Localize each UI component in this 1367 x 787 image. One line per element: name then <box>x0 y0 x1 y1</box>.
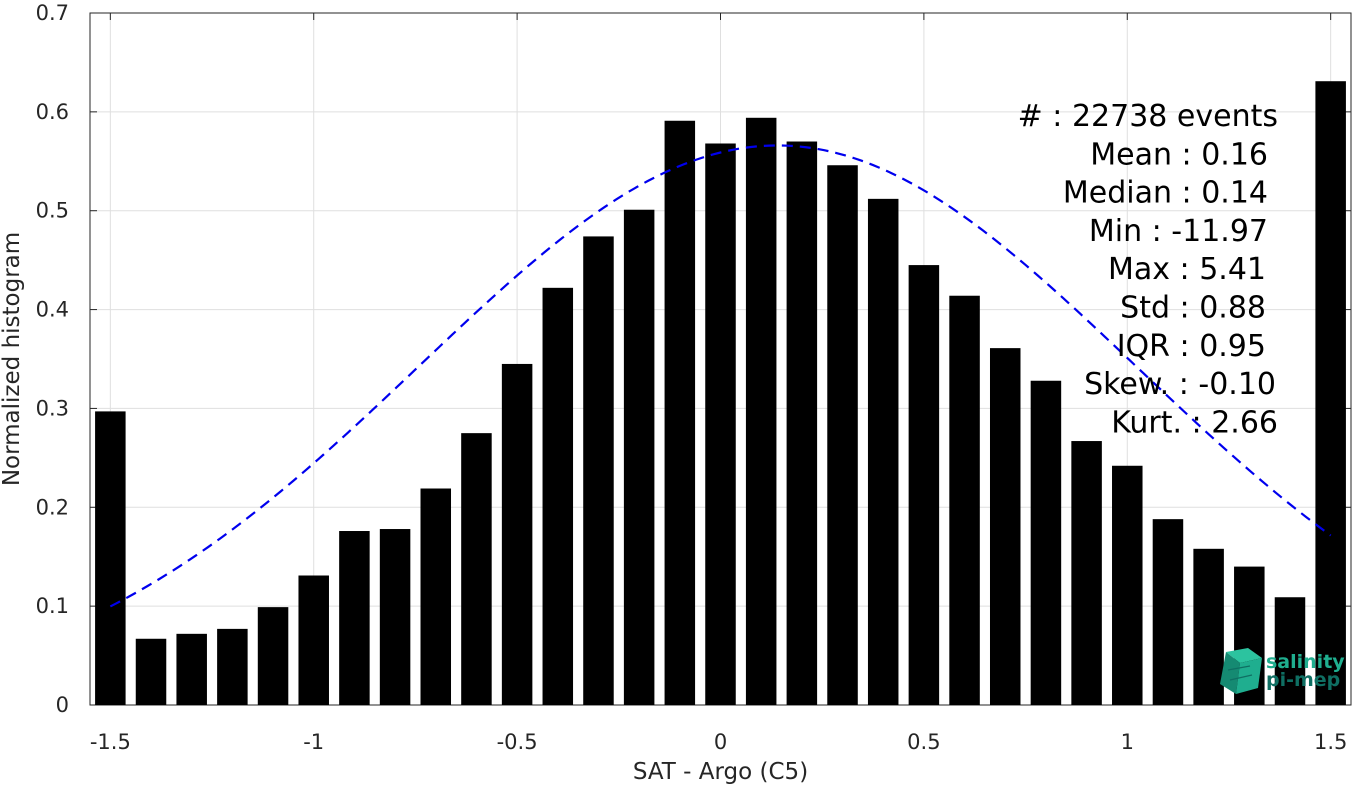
histogram-bar <box>989 348 1021 705</box>
x-tick-labels: -1.5 -1 -0.5 0 0.5 1 1.5 <box>90 730 1348 754</box>
histogram-bar <box>1071 441 1102 705</box>
stats-line: Mean : 0.16 <box>1090 137 1268 172</box>
histogram-bar <box>461 433 492 705</box>
histogram-bar <box>135 638 167 705</box>
y-tick-label: 0.1 <box>36 594 69 618</box>
logo-cube-icon <box>1220 648 1262 694</box>
x-tick-label: -1 <box>303 730 324 754</box>
histogram-bar <box>217 628 248 705</box>
stats-line: Min : -11.97 <box>1089 214 1268 249</box>
y-tick-label: 0.2 <box>36 495 69 519</box>
fit-curve <box>109 144 1332 608</box>
stats-line: Skew. : -0.10 <box>1084 367 1276 402</box>
y-tick-label: 0.5 <box>36 199 69 223</box>
histogram-bar <box>1152 519 1184 705</box>
histogram-bar <box>501 363 533 705</box>
histogram-bar <box>257 607 289 705</box>
histogram-bar <box>339 531 370 705</box>
x-tick-label: -1.5 <box>90 730 131 754</box>
x-axis-label: SAT - Argo (C5) <box>633 759 808 785</box>
stats-line: Median : 0.14 <box>1063 176 1268 211</box>
histogram-bar <box>623 209 655 705</box>
y-tick-label: 0 <box>56 693 69 717</box>
y-tick-label: 0.7 <box>36 1 69 25</box>
histogram-bar <box>786 141 818 705</box>
histogram-bar <box>949 295 980 705</box>
y-tick-labels: 0 0.1 0.2 0.3 0.4 0.5 0.6 0.7 <box>36 1 69 717</box>
histogram-bar <box>705 143 736 705</box>
y-axis-label: Normalized histogram <box>0 232 25 486</box>
logo-line-1: salinity <box>1266 651 1345 673</box>
y-tick-label: 0.4 <box>36 298 69 322</box>
stats-line: Kurt. : 2.66 <box>1111 405 1278 440</box>
histogram-bar <box>745 117 777 705</box>
histogram-bar <box>908 265 940 705</box>
x-tick-label: 0 <box>714 730 727 754</box>
stats-line: Max : 5.41 <box>1108 252 1266 287</box>
y-tick-label: 0.3 <box>36 396 69 420</box>
histogram-bar <box>298 575 329 705</box>
histogram-bar <box>95 411 126 705</box>
x-tick-label: 1 <box>1121 730 1134 754</box>
histogram-bar <box>1274 597 1306 705</box>
histogram-bar <box>379 529 411 705</box>
stats-line: Std : 0.88 <box>1120 291 1266 326</box>
stats-line: # : 22738 events <box>1018 99 1278 134</box>
y-tick-label: 0.6 <box>36 100 69 124</box>
bars <box>95 81 1346 706</box>
histogram-bar <box>1193 548 1224 705</box>
logo-line-2: pi-mep <box>1266 669 1340 691</box>
histogram-bar <box>867 198 899 705</box>
histogram-bar <box>420 488 452 705</box>
histogram-bar <box>176 633 207 705</box>
histogram-bar <box>1030 380 1062 705</box>
histogram-bar <box>1315 81 1346 705</box>
histogram-bar <box>542 287 574 705</box>
x-tick-label: 1.5 <box>1314 730 1347 754</box>
histogram-bar <box>827 165 858 706</box>
histogram-bar <box>583 236 614 705</box>
histogram-bar <box>664 120 696 706</box>
x-tick-label: -0.5 <box>497 730 538 754</box>
histogram-bar <box>1112 465 1143 705</box>
x-tick-label: 0.5 <box>907 730 940 754</box>
salinity-pimep-logo: salinity pi-mep <box>1220 648 1345 694</box>
stats-line: IQR : 0.95 <box>1117 329 1266 364</box>
